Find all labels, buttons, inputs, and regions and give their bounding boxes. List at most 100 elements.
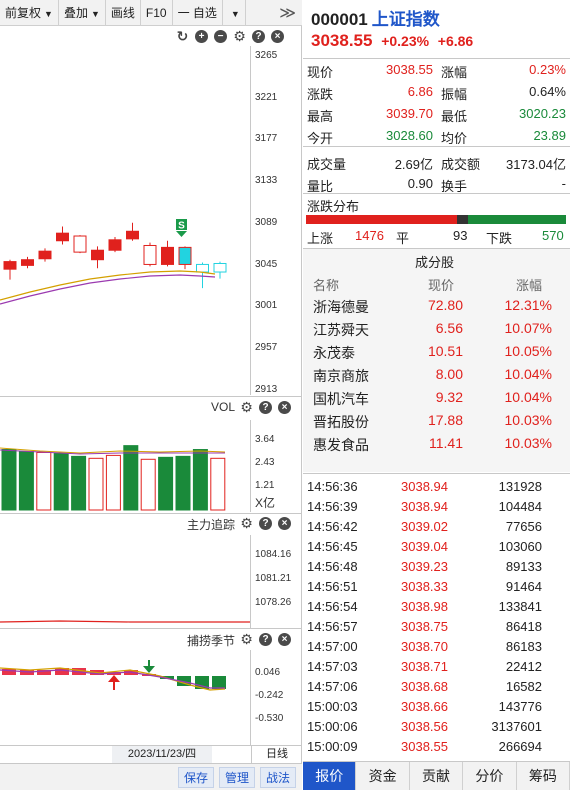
watchlist-dropdown[interactable]: ▼ [223,0,246,26]
divider [303,248,570,249]
close-icon[interactable]: × [278,633,291,646]
tick-row: 14:57:06 3038.68 16582 [303,679,570,699]
tick-volume: 86183 [505,639,542,654]
tick-time: 14:57:00 [307,639,358,654]
stock-code: 000001 [311,10,368,29]
tick-volume: 3137601 [491,719,542,734]
tick-volume: 103060 [498,539,542,554]
y-tick-label: 0.046 [255,667,281,678]
help-icon[interactable]: ? [259,401,272,414]
close-icon[interactable]: × [278,401,291,414]
zhuli-chart [0,620,250,623]
constituent-row[interactable]: 惠发食品 11.41 10.03% [303,435,570,458]
constituent-name: 惠发食品 [313,437,369,453]
tick-volume: 22412 [505,659,542,674]
tab-capital[interactable]: 资金 [356,762,410,790]
zoom-in-icon[interactable]: + [195,30,208,43]
quote-label: 今开 [307,131,334,146]
constituent-pct: 10.05% [504,343,552,359]
quote-value: - [561,176,566,191]
constituent-pct: 10.03% [504,435,552,451]
constituent-row[interactable]: 晋拓股份 17.88 10.03% [303,412,570,435]
tick-row: 14:57:00 3038.70 86183 [303,639,570,659]
refresh-icon[interactable]: ↻ [176,28,189,44]
help-icon[interactable]: ? [252,30,265,43]
constituent-row[interactable]: 国机汽车 9.32 10.04% [303,389,570,412]
candlestick [126,222,139,241]
distribution-down-segment [468,215,566,224]
stock-header: 000001 上证指数 [311,5,440,30]
constituent-name: 永茂泰 [313,345,355,361]
tick-volume: 133841 [498,599,542,614]
overlay-dropdown[interactable]: 叠加 ▼ [59,0,106,26]
tick-row: 15:00:06 3038.56 3137601 [303,719,570,739]
down-count: 570 [542,228,564,243]
settings-icon[interactable]: ⚙ [240,631,253,647]
tab-contribution[interactable]: 贡献 [410,762,464,790]
settings-icon[interactable]: ⚙ [240,399,253,415]
tick-price: 3038.33 [401,579,448,594]
tab-price-distribution[interactable]: 分价 [463,762,517,790]
tick-time: 14:56:45 [307,539,358,554]
settings-icon[interactable]: ⚙ [240,515,253,531]
constituent-price: 72.80 [427,297,463,313]
constituent-row[interactable]: 永茂泰 10.51 10.05% [303,343,570,366]
settings-icon[interactable]: ⚙ [233,28,246,44]
f10-button[interactable]: F10 [141,0,173,26]
tick-volume: 266694 [498,739,542,754]
add-watchlist-button[interactable]: 一 自选 [173,0,223,26]
tab-chips[interactable]: 筹码 [517,762,570,790]
quote-label: 量比 [307,179,334,194]
constituent-name: 南京商旅 [313,368,369,384]
close-icon[interactable]: × [278,517,291,530]
tick-row: 14:56:54 3038.98 133841 [303,599,570,619]
y-tick-label: -0.242 [255,690,284,701]
constituent-row[interactable]: 浙海德曼 72.80 12.31% [303,297,570,320]
tick-row: 14:56:39 3038.94 104484 [303,499,570,519]
price-line: 3038.55 +0.23% +6.86 [311,31,473,51]
quote-value: 3028.60 [386,128,433,143]
tick-price: 3038.56 [401,719,448,734]
signal-label: S [178,221,185,232]
fuquan-dropdown[interactable]: 前复权 ▼ [0,0,59,26]
close-icon[interactable]: × [271,30,284,43]
quote-value: 0.23% [529,62,566,77]
quote-tabs: 报价 资金 贡献 分价 筹码 [303,761,570,790]
col-price-header: 现价 [428,278,455,293]
tick-time: 15:00:09 [307,739,358,754]
tick-time: 15:00:06 [307,719,358,734]
constituent-name: 江苏舜天 [313,322,369,338]
tick-row: 14:56:36 3038.94 131928 [303,479,570,499]
period-selector[interactable]: 日线 [251,746,302,763]
zoom-out-icon[interactable]: − [214,30,227,43]
help-icon[interactable]: ? [259,517,272,530]
draw-line-button[interactable]: 画线 [106,0,141,26]
bulao-axis-line [250,650,251,745]
vol-ma-long [0,449,225,455]
help-icon[interactable]: ? [259,633,272,646]
tick-time: 14:56:54 [307,599,358,614]
save-button[interactable]: 保存 [177,766,214,788]
zhuli-title: 主力追踪 [187,518,236,532]
crosshair-date: 2023/11/23/四 [112,746,212,763]
quote-label: 成交额 [441,157,481,172]
chart-bottom-bar: 保存 管理 战法 [0,763,302,790]
strategy-button[interactable]: 战法 [259,766,296,788]
constituent-row[interactable]: 南京商旅 8.00 10.04% [303,366,570,389]
constituent-name: 浙海德曼 [313,299,369,315]
stock-name[interactable]: 上证指数 [371,10,440,29]
tick-row: 14:56:57 3038.75 86418 [303,619,570,639]
expand-more-button[interactable]: ≫ [279,4,296,22]
candlestick [91,246,104,269]
quote-value: 0.90 [407,176,433,191]
vol-axis-line [250,420,251,512]
tick-price: 3039.04 [401,539,448,554]
sell-signal-icon: S [176,219,187,237]
tick-price: 3038.66 [401,699,448,714]
quote-label: 均价 [441,131,468,146]
manage-button[interactable]: 管理 [218,766,255,788]
y-tick-label: 2957 [255,341,278,353]
constituent-row[interactable]: 江苏舜天 6.56 10.07% [303,320,570,343]
tick-volume: 86418 [505,619,542,634]
tab-quote[interactable]: 报价 [303,762,357,790]
